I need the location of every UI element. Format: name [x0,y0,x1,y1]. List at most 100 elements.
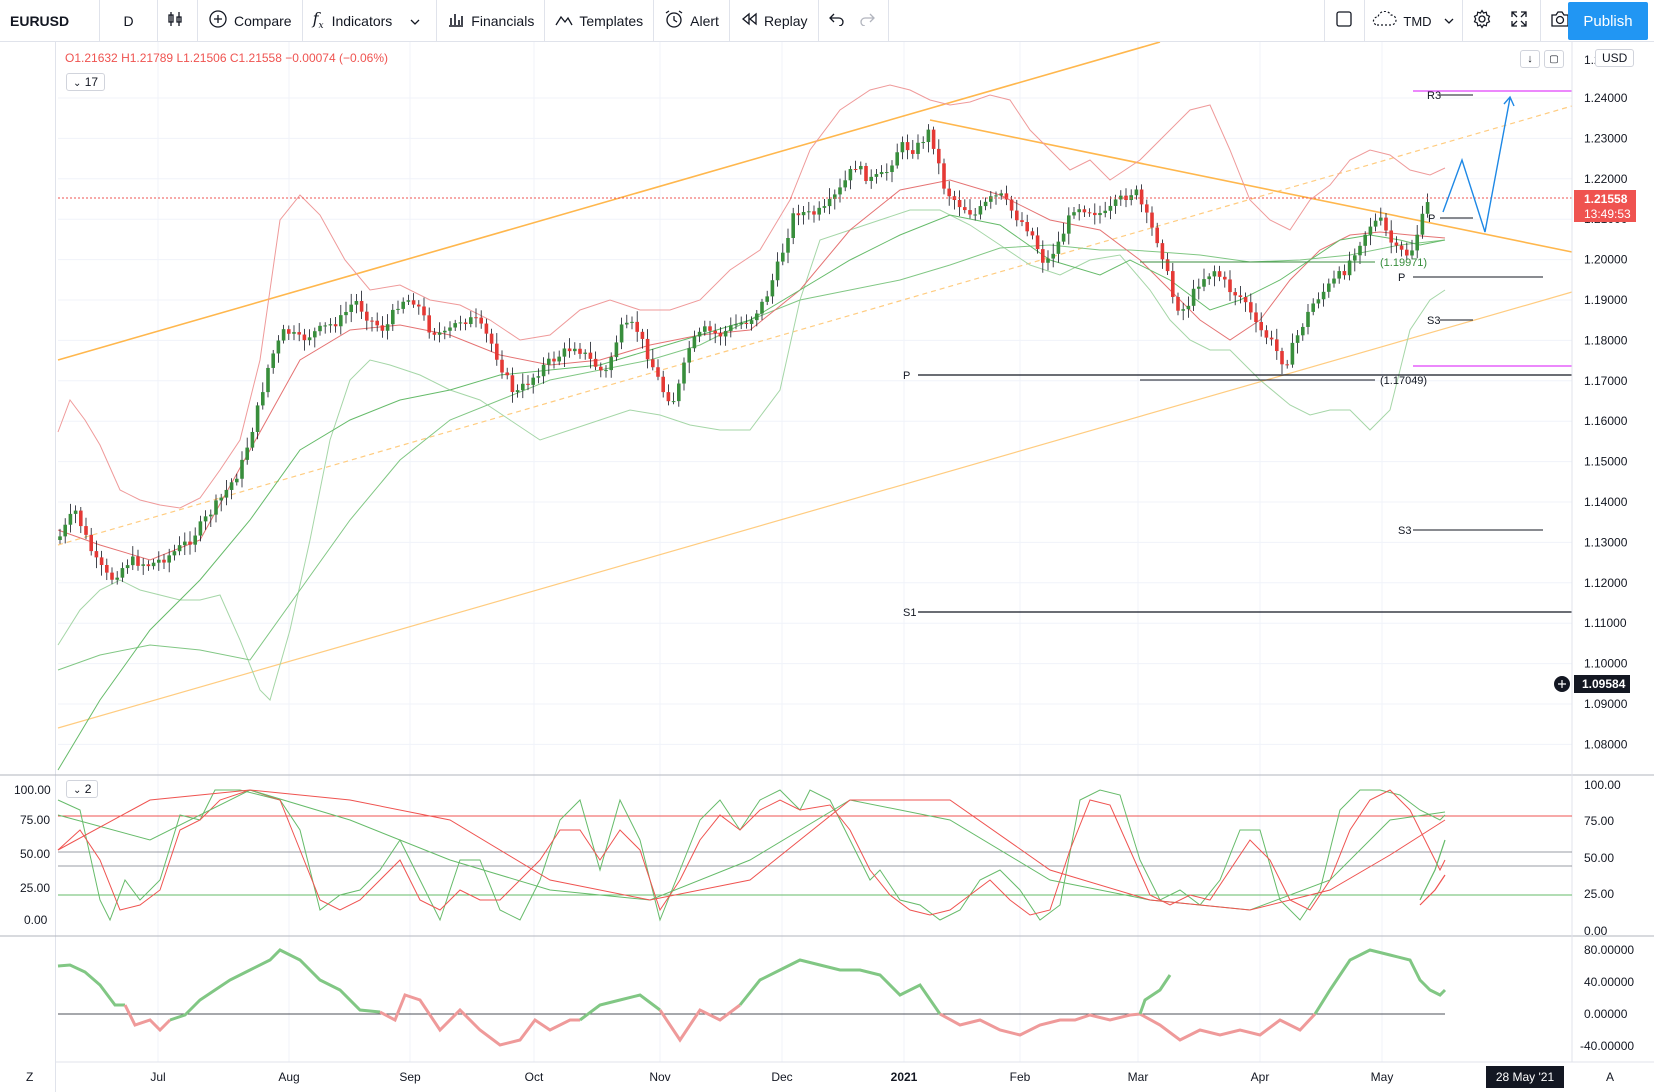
last-price-value: 1.21558 [1584,192,1628,206]
currency-badge[interactable]: USD [1595,49,1635,67]
candles [58,124,1430,585]
candle-body [718,333,723,337]
interval-button[interactable]: D [100,0,158,42]
level-mid-label: (1.19971) [1380,257,1427,269]
candle-body [729,325,733,331]
close-value: C1.21558 [229,51,282,65]
candle-body [495,343,499,360]
time-label: Feb [1010,1070,1031,1084]
scroll-down-button[interactable]: ↓ [1520,50,1540,68]
candle-body [1295,335,1300,343]
candle-body [448,327,452,331]
projection-path[interactable] [1442,95,1515,233]
price-label: 1.08000 [1584,737,1628,751]
candle-body [1139,189,1144,205]
price-axis[interactable]: 1.240001.230001.220001.210001.200001.190… [1584,91,1628,751]
candle-body [235,478,239,483]
undo-button[interactable] [819,0,849,42]
candle-body [229,482,234,490]
indicators-button[interactable]: fx Indicators [303,0,438,42]
candle-body [1197,286,1201,289]
candle-body [323,325,327,327]
candle-body [682,362,686,384]
candle-body [1373,220,1378,227]
price-label: 1.20000 [1584,253,1628,267]
candle-body [198,521,203,536]
candle-body [313,331,317,338]
price-label: 1.23000 [1584,131,1628,145]
candle-body [1223,276,1227,280]
candle-body [599,366,603,371]
candle-body [1072,212,1076,216]
pane2-collapse-toggle[interactable]: ⌄ 2 [66,780,99,798]
trend-lines [57,42,1573,729]
indicator-count: 17 [84,75,99,89]
candle-body [73,510,78,514]
fullscreen-toggle[interactable] [1324,0,1362,42]
candle-body [297,332,301,335]
mid-channel-line[interactable] [57,105,1573,546]
descending-trend-line[interactable] [929,119,1573,253]
publish-button[interactable]: Publish [1568,2,1648,40]
candle-body [406,300,411,302]
price-label: 1.24000 [1584,91,1628,105]
chart-style-button[interactable] [158,0,198,42]
maximize-pane-button[interactable]: ▢ [1544,50,1564,68]
stoch-left-label-50: 50.00 [20,847,50,861]
snapshot-button[interactable] [1540,0,1578,42]
candle-body [349,304,353,312]
chart-canvas[interactable]: R3 P P S3 P (1.17049) (1.19971) S3 S1 10… [0,42,1654,1092]
templates-button[interactable]: Templates [545,0,655,42]
indicators-label: Indicators [331,12,393,29]
candle-body [354,301,359,305]
redo-button[interactable] [849,0,889,42]
candle-body [1067,215,1071,234]
layout-menu[interactable]: TMD [1364,0,1460,42]
cloud-icon [1371,10,1397,32]
candle-body [1264,330,1269,338]
square-icon [1335,10,1353,33]
candle-body [1389,230,1393,243]
candle-body [1165,259,1170,272]
price-label: 1.18000 [1584,333,1628,347]
candle-body [1093,212,1097,216]
upper-channel-line[interactable] [57,42,1161,361]
candle-body [963,207,967,211]
lower-channel-line[interactable] [57,291,1573,729]
arrow-down-icon: ↓ [1527,53,1533,65]
alert-button[interactable]: Alert [654,0,730,42]
rewind-icon [740,10,764,31]
candles-icon [166,10,190,31]
zoom-toggle[interactable]: Z [26,1070,34,1084]
stoch-left-label-0: 0.00 [24,913,48,927]
price-label: 1.19000 [1584,293,1628,307]
symbol-search[interactable]: EURUSD [0,0,100,42]
bollinger-lower [57,209,1446,701]
candle-body [1202,279,1206,287]
candle-body [593,358,598,367]
candle-body [547,358,551,365]
candle-body [500,359,504,373]
candle-body [68,513,73,525]
candle-body [853,169,858,171]
candle-body [245,447,249,460]
candle-body [276,340,281,354]
candle-body [365,311,369,321]
financials-button[interactable]: Financials [437,0,546,42]
candle-body [1181,309,1185,311]
indicators-collapse-toggle[interactable]: ⌄ 17 [66,73,106,91]
candle-body [302,334,307,341]
replay-button[interactable]: Replay [730,0,819,42]
settings-button[interactable] [1462,0,1500,42]
candle-body [1285,364,1289,366]
candle-body [359,301,364,312]
expand-button[interactable] [1500,0,1538,42]
candle-body [463,322,468,325]
r3-label: R3 [1427,90,1441,102]
time-axis[interactable]: Jul Aug Sep Oct Nov Dec 2021 Feb Mar Apr May [150,1070,1393,1084]
auto-scale-toggle[interactable]: A [1606,1070,1615,1084]
compare-button[interactable]: Compare [198,0,303,42]
candle-body [188,541,192,545]
candle-body [1150,212,1154,228]
candle-body [989,196,993,202]
